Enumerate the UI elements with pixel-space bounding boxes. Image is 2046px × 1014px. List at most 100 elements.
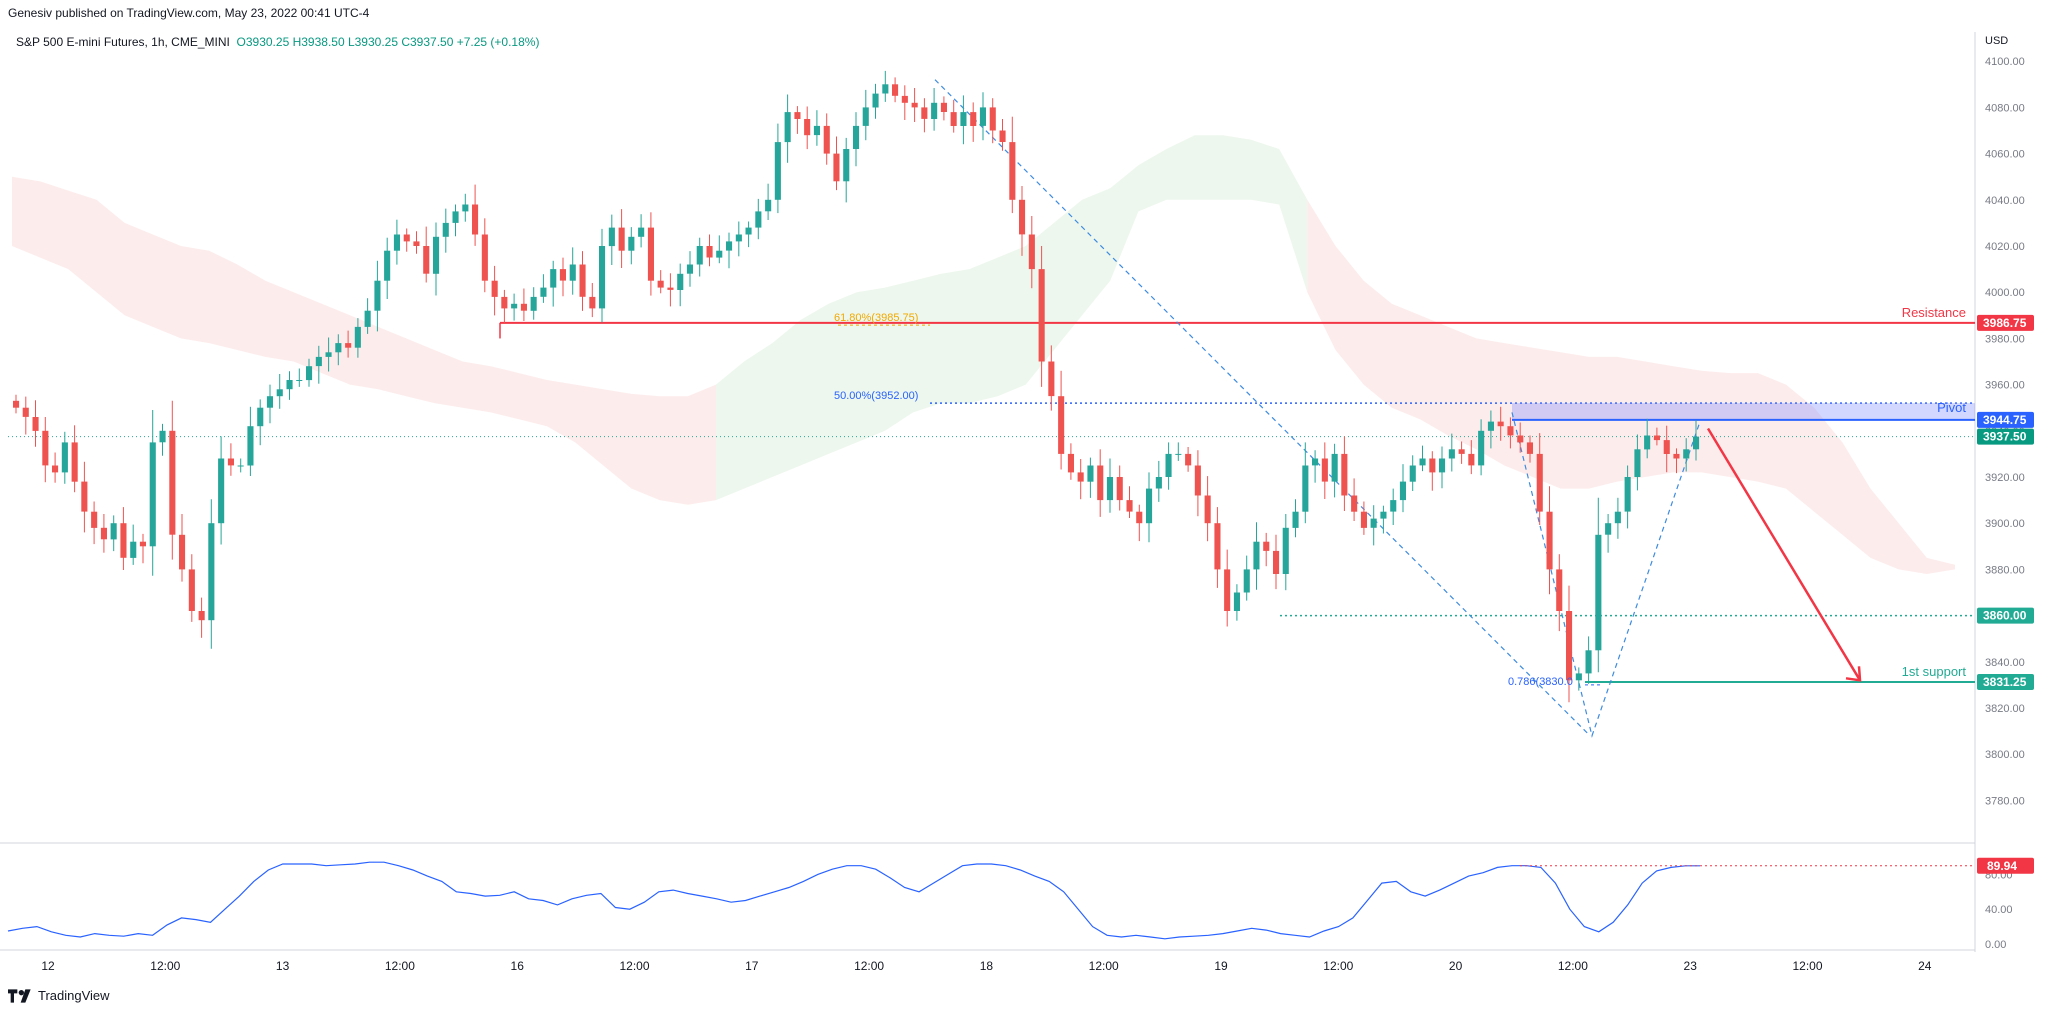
candle-body xyxy=(442,222,449,237)
ohlc-values: O3930.25 H3938.50 L3930.25 C3937.50 +7.2… xyxy=(236,35,540,49)
candle-body xyxy=(823,125,830,154)
candle-body xyxy=(628,236,635,251)
candle-body xyxy=(257,407,264,427)
candle-body xyxy=(638,227,645,237)
candle-body xyxy=(774,142,781,200)
candle-body xyxy=(989,107,996,131)
candle-body xyxy=(149,442,156,547)
candle-body xyxy=(530,296,537,311)
candle-body xyxy=(677,273,684,290)
candle-body xyxy=(1595,534,1602,651)
candle-body xyxy=(979,107,986,126)
candle-body xyxy=(52,465,59,473)
rsi-value-tag xyxy=(1977,857,2034,874)
candle-body xyxy=(1439,458,1446,473)
candle-body xyxy=(921,107,928,119)
candle-body xyxy=(1224,569,1231,611)
candle-body xyxy=(13,400,20,408)
time-tick-label: 16 xyxy=(511,959,525,973)
candle-body xyxy=(872,93,879,108)
price-tick-label: 3840.00 xyxy=(1985,657,2025,669)
annotation-label: 50.00%(3952.00) xyxy=(834,390,918,402)
candle-body xyxy=(1165,453,1172,477)
candle-body xyxy=(276,389,283,397)
publisher-line: Genesiv published on TradingView.com, Ma… xyxy=(8,6,370,20)
time-tick-label: 13 xyxy=(276,959,290,973)
candle-body xyxy=(696,246,703,265)
candle-body xyxy=(315,356,322,367)
candle-body xyxy=(1028,234,1035,270)
candle-body xyxy=(1390,500,1397,512)
drawings xyxy=(8,79,1975,738)
candle-body xyxy=(1653,435,1660,441)
price-tag xyxy=(1977,411,2034,428)
candle-body xyxy=(374,280,381,311)
candle-body xyxy=(1693,436,1700,450)
candle-body xyxy=(1097,465,1104,501)
tradingview-logo-icon xyxy=(8,988,31,1003)
candle-body xyxy=(1282,527,1289,574)
candle-body xyxy=(1448,449,1455,459)
candle-body xyxy=(1468,453,1475,466)
candle-body xyxy=(960,112,967,126)
candle-body xyxy=(110,523,117,540)
candle-body xyxy=(735,234,742,242)
candle-body xyxy=(1478,430,1485,466)
candle-body xyxy=(1146,488,1153,524)
candle-body xyxy=(745,227,752,235)
candle-body xyxy=(1429,458,1436,473)
candle-body xyxy=(1605,523,1612,535)
candle-body xyxy=(364,310,371,327)
annotations: 61.80%(3985.75) 50.00%(3952.00) 0.786(3830… xyxy=(834,305,1966,688)
candle-body xyxy=(1497,421,1504,427)
candle-body xyxy=(970,112,977,126)
candle-body xyxy=(1507,426,1514,436)
time-tick-label: 19 xyxy=(1214,959,1228,973)
candle-body xyxy=(1585,650,1592,674)
footer-brand[interactable]: TradingView xyxy=(8,988,110,1003)
candle-body xyxy=(1673,453,1680,459)
candle-body xyxy=(413,241,420,246)
candle-body xyxy=(286,380,293,390)
candle-body xyxy=(1204,495,1211,524)
candle-body xyxy=(325,352,332,357)
candle-body xyxy=(882,84,889,94)
candle-body xyxy=(306,366,313,381)
time-axis[interactable]: 12 12:00 13 12:00 16 12:00 17 12:00 18 12:00 19 12:… xyxy=(41,959,1931,973)
price-tag-label: 3944.75 xyxy=(1983,413,2027,427)
time-tick-label: 23 xyxy=(1684,959,1698,973)
candle-body xyxy=(403,234,410,242)
price-tick-label: 4060.00 xyxy=(1985,149,2025,161)
pivot-zone xyxy=(1512,403,1975,420)
price-tag xyxy=(1977,607,2034,624)
candle-body xyxy=(335,343,342,353)
candle-body xyxy=(1292,511,1299,528)
annotation-label: 1st support xyxy=(1902,664,1967,679)
candle-body xyxy=(81,481,88,512)
projection-arrow-head xyxy=(1845,666,1862,682)
candle-body xyxy=(1106,477,1113,501)
price-tick-label: 3900.00 xyxy=(1985,518,2025,530)
rsi-line xyxy=(7,861,1700,940)
bullish-cloud xyxy=(716,135,1308,501)
candle-body xyxy=(208,523,215,621)
symbol-legend[interactable]: S&P 500 E-mini Futures, 1h, CME_MINI O39… xyxy=(16,35,539,49)
candle-body xyxy=(1409,465,1416,482)
time-tick-label: 12 xyxy=(41,959,55,973)
fib-trend-line-1 xyxy=(934,79,1591,737)
candle-body xyxy=(296,380,303,381)
candle-body xyxy=(833,153,840,182)
candle-body xyxy=(169,430,176,535)
price-tick-label: 3880.00 xyxy=(1985,564,2025,576)
candle-body xyxy=(1243,569,1250,593)
projection-arrow-line xyxy=(1706,427,1862,681)
candle-body xyxy=(579,264,586,297)
candle-body xyxy=(1155,477,1162,489)
candle-body xyxy=(911,102,918,108)
candle-body xyxy=(1214,523,1221,570)
candle-body xyxy=(716,250,723,258)
price-axis[interactable]: USD 4100.00 4080.00 4060.00 4040.00 4020.00 40… xyxy=(1977,35,2034,807)
candle-body xyxy=(1126,500,1133,512)
price-tag-label: 3831.25 xyxy=(1983,675,2027,689)
